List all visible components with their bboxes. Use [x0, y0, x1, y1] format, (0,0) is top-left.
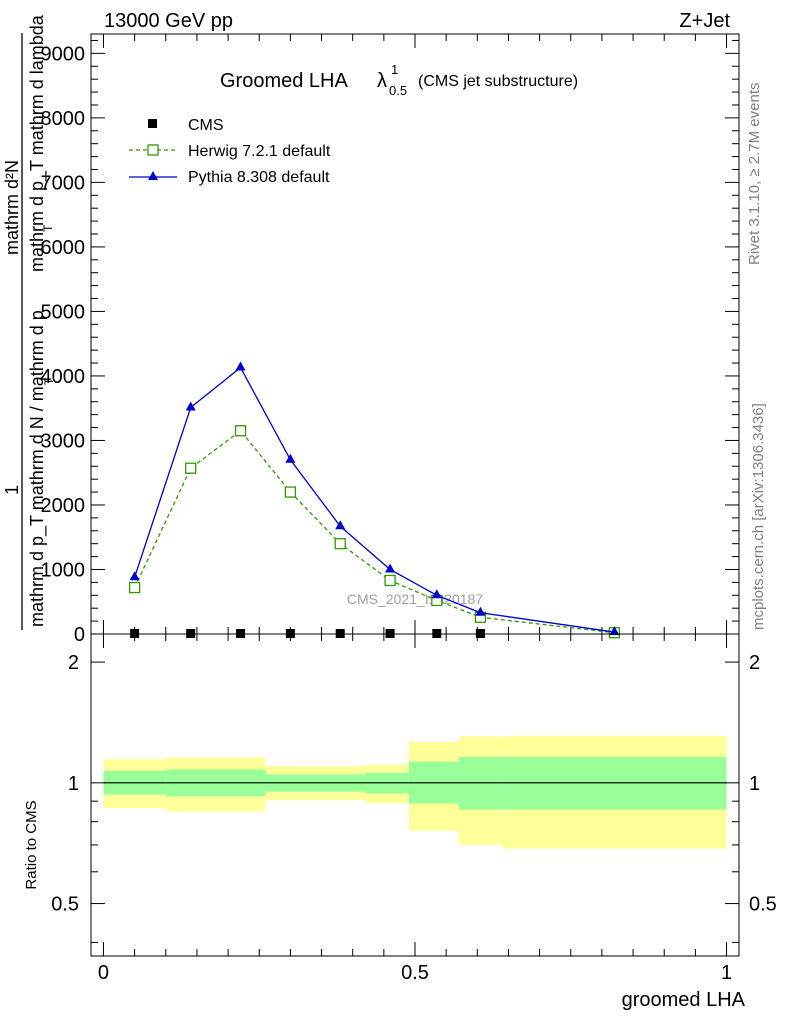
pythia-data-point: [235, 361, 246, 371]
pythia-data-point: [609, 626, 620, 636]
main-y-axis-label: mathrm d²N mathrm d p_T mathrm d lambda …: [2, 14, 56, 630]
ratio-y-axis-label: Ratio to CMS: [23, 800, 40, 889]
ylabel-numerator: 1: [2, 485, 22, 495]
ylabel-line1: mathrm d²N: [2, 160, 22, 255]
herwig-data-point: [334, 538, 346, 550]
main-y-tick-label: 8000: [41, 108, 86, 130]
ylabel-sub2: T: [42, 377, 56, 385]
pythia-data-point: [475, 606, 486, 616]
herwig-data-point: [185, 462, 197, 474]
ylabel-sub1: T: [41, 224, 55, 232]
title-main: Groomed LHA: [220, 70, 348, 92]
pythia-data-point: [285, 453, 296, 463]
ratio-y-tick-label-left: 0.5: [51, 894, 79, 916]
main-y-tick-label: 7000: [41, 172, 86, 194]
ylabel-line2: mathrm d p_T mathrm d lambda: [27, 14, 48, 272]
pythia-data-point: [431, 589, 442, 599]
ratio-panel: 0.5 0.5 1 1 2 2 0 0.5 1 Ratio to CMS groomed LHA: [23, 633, 777, 1011]
ratio-ticks: [91, 634, 739, 956]
main-y-tick-label: 2000: [41, 495, 86, 517]
x-tick-label: 0.5: [401, 962, 429, 984]
main-y-tick-label: 0: [74, 624, 85, 646]
pythia-data-point: [129, 571, 140, 581]
herwig-data-point: [384, 574, 396, 587]
ratio-frame: [90, 633, 740, 957]
legend: CMS Herwig 7.2.1 default Pythia 8.308 de…: [129, 117, 331, 186]
legend-pythia-marker: [148, 171, 158, 180]
process-label: Z+Jet: [679, 10, 730, 32]
ratio-y-tick-label-right: 2: [749, 652, 760, 674]
main-y-tick-label: 5000: [41, 301, 86, 323]
title-lambda: λ: [377, 70, 387, 92]
main-y-tick-label: 9000: [41, 43, 86, 65]
title-subscript: 0.5: [389, 83, 407, 98]
x-axis-label: groomed LHA: [622, 989, 746, 1011]
ratio-y-tick-label-left: 1: [68, 773, 79, 795]
herwig-data-point: [284, 486, 297, 498]
herwig-data-point: [234, 425, 247, 437]
title-suffix: (CMS jet substructure): [418, 73, 578, 90]
x-tick-label: 0: [98, 962, 109, 984]
title-superscript: 1: [391, 62, 398, 77]
herwig-data-point: [128, 581, 141, 594]
main-panel: CMS_2021_I1920187 0 1000 2000 3000 4000 5000 6…: [2, 14, 740, 646]
ylabel-line3: mathrm d p_T mathrm d N / mathrm d p: [27, 310, 48, 627]
x-tick-label: 1: [721, 962, 732, 984]
energy-label: 13000 GeV pp: [104, 10, 233, 32]
ratio-bands: [103, 735, 727, 849]
main-y-tick-labels: 0 1000 2000 3000 4000 5000 6000 7000 8000 9000: [41, 43, 86, 646]
pythia-data-point: [385, 563, 396, 573]
main-y-tick-label: 1000: [41, 559, 86, 581]
legend-cms-label: CMS: [188, 117, 224, 134]
pythia-data-point: [185, 401, 196, 411]
ratio-y-tick-label-right: 1: [749, 773, 760, 795]
analysis-watermark: CMS_2021_I1920187: [347, 591, 483, 607]
mcplots-label: mcplots.cern.ch [arXiv:1306.3436]: [750, 403, 767, 630]
legend-pythia-label: Pythia 8.308 default: [188, 169, 330, 186]
pythia-data-point: [335, 520, 346, 530]
ratio-tick-labels: 0.5 0.5 1 1 2 2 0 0.5 1: [51, 652, 777, 984]
main-y-tick-label: 6000: [41, 237, 86, 259]
main-y-tick-label: 4000: [41, 366, 86, 388]
legend-herwig-label: Herwig 7.2.1 default: [188, 143, 331, 160]
main-ticks: [91, 34, 739, 635]
ratio-y-tick-label-right: 0.5: [749, 894, 777, 916]
plot-title: Groomed LHA λ 1 0.5 (CMS jet substructur…: [220, 62, 578, 98]
ratio-y-tick-label-left: 2: [68, 652, 79, 674]
legend-herwig-marker: [147, 144, 159, 156]
main-y-tick-label: 3000: [41, 430, 86, 452]
legend-cms-marker: [148, 119, 157, 128]
rivet-label: Rivet 3.1.10, ≥ 2.7M events: [746, 83, 763, 266]
